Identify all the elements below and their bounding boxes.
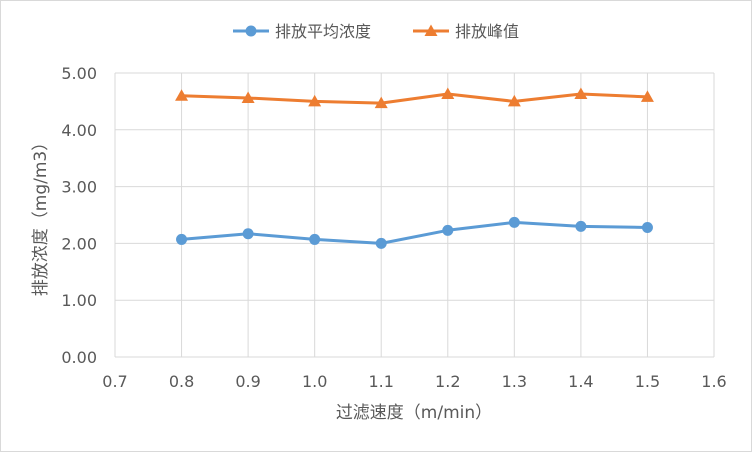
series-lines [181, 92, 648, 245]
y-tick-labels: 0.00 1.00 2.00 3.00 4.00 5.00 [61, 64, 97, 367]
legend-label: 排放平均浓度 [275, 22, 371, 41]
x-tick-label: 1.2 [435, 372, 460, 391]
x-axis-label: 过滤速度（m/min） [336, 403, 492, 423]
x-tick-label: 0.9 [235, 372, 260, 391]
legend-item-0: 排放平均浓度 [233, 22, 371, 41]
y-tick-label: 0.00 [61, 348, 97, 367]
data-point [640, 90, 654, 102]
series-line-0 [181, 220, 648, 245]
x-tick-label: 1.1 [368, 372, 393, 391]
legend-marker [245, 25, 257, 37]
y-tick-label: 4.00 [61, 121, 97, 140]
data-point [375, 237, 387, 249]
legend-label: 排放峰值 [455, 22, 519, 41]
data-point [374, 96, 388, 109]
legend-item-1: 排放峰值 [413, 22, 519, 41]
data-point [507, 94, 521, 107]
y-axis-label: 排放浓度（mg/m3） [31, 134, 51, 296]
data-point [308, 94, 322, 107]
legend: 排放平均浓度 排放峰值 [233, 22, 519, 41]
data-point [442, 224, 454, 236]
grid-lines [114, 72, 715, 358]
x-tick-labels: 0.7 0.8 0.9 1.0 1.1 1.2 1.3 1.4 1.5 1.6 [102, 372, 726, 391]
data-point [309, 233, 321, 245]
x-tick-label: 1.5 [635, 372, 660, 391]
legend-marker [424, 24, 438, 36]
data-point [241, 91, 255, 103]
x-tick-label: 0.7 [102, 372, 127, 391]
x-tick-label: 0.8 [169, 372, 194, 391]
y-tick-label: 5.00 [61, 64, 97, 83]
data-point [641, 221, 653, 233]
series-markers [175, 87, 654, 249]
data-point [441, 87, 455, 100]
y-tick-label: 3.00 [61, 178, 97, 197]
series-line-1 [181, 92, 648, 105]
data-point [175, 89, 189, 101]
x-tick-label: 1.4 [568, 372, 593, 391]
data-point [176, 233, 188, 245]
x-tick-label: 1.0 [302, 372, 327, 391]
data-point [508, 216, 520, 228]
y-tick-label: 2.00 [61, 234, 97, 253]
data-point [242, 228, 254, 240]
data-point [574, 87, 588, 100]
x-tick-label: 1.6 [701, 372, 726, 391]
y-tick-label: 1.00 [61, 291, 97, 310]
data-point [575, 220, 587, 232]
x-tick-label: 1.3 [502, 372, 527, 391]
